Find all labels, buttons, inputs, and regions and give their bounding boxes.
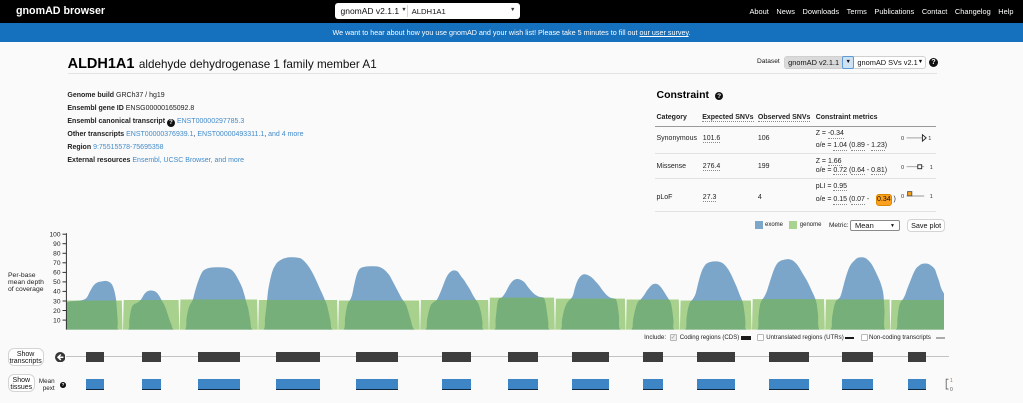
- svg-text:0: 0: [950, 387, 953, 393]
- svg-text:70: 70: [53, 260, 61, 267]
- svg-text:1: 1: [950, 378, 953, 384]
- svg-text:0: 0: [901, 165, 904, 171]
- svg-text:10: 10: [53, 317, 61, 324]
- svg-text:40: 40: [53, 289, 61, 296]
- svg-text:50: 50: [53, 279, 61, 286]
- svg-text:90: 90: [53, 241, 61, 248]
- svg-text:20: 20: [53, 308, 61, 315]
- svg-text:0: 0: [901, 136, 904, 142]
- svg-text:60: 60: [53, 270, 61, 277]
- svg-text:100: 100: [49, 232, 60, 239]
- svg-text:80: 80: [53, 251, 61, 258]
- svg-text:1: 1: [930, 165, 933, 171]
- svg-text:1: 1: [930, 194, 933, 200]
- svg-text:1: 1: [928, 136, 931, 142]
- svg-text:0: 0: [901, 194, 904, 200]
- svg-text:30: 30: [53, 298, 61, 305]
